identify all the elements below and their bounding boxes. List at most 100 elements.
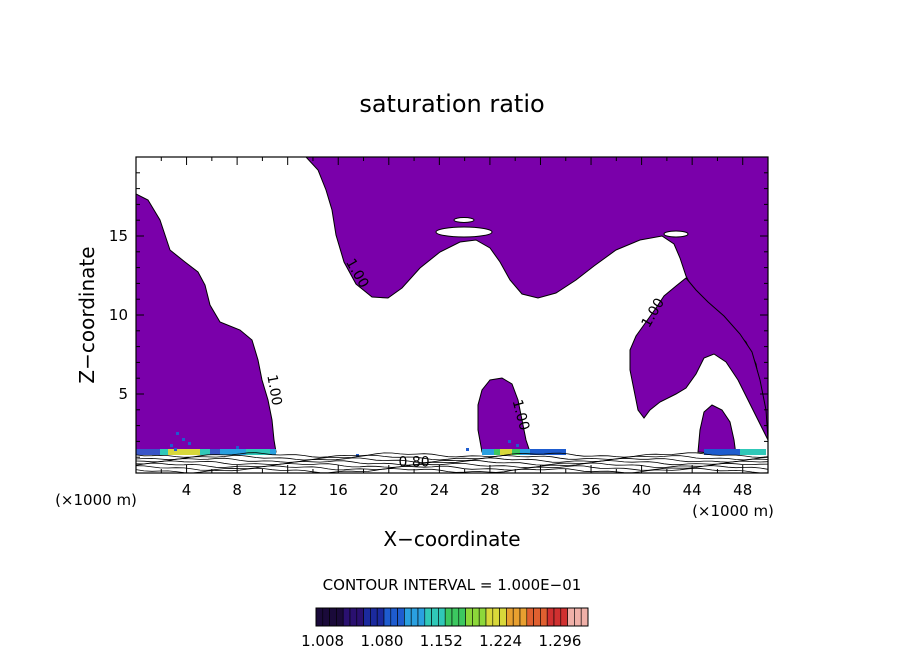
surface-band bbox=[500, 449, 512, 455]
colorbar-cell bbox=[580, 607, 589, 627]
low-level-contours bbox=[136, 452, 768, 473]
colorbar-cell bbox=[356, 607, 364, 627]
colorbar-cell bbox=[376, 607, 385, 627]
colorbar-cell bbox=[410, 607, 419, 627]
colorbar-cell bbox=[329, 607, 337, 627]
contour-label: 0.80 bbox=[398, 455, 429, 471]
subsaturated-pocket bbox=[663, 230, 689, 238]
colorbar-cell bbox=[492, 607, 500, 627]
surface-dot bbox=[508, 440, 511, 443]
low-contour-line bbox=[136, 454, 768, 461]
colorbar-cell bbox=[553, 607, 562, 627]
colorbar-cell bbox=[465, 607, 473, 627]
colorbar-cell bbox=[478, 607, 487, 627]
y-axis-label: Z−coordinate bbox=[75, 246, 99, 383]
colorbar-cell bbox=[390, 607, 398, 627]
colorbar-cell bbox=[315, 607, 324, 627]
colorbar-cell bbox=[370, 607, 378, 627]
y-tick-label: 10 bbox=[109, 306, 128, 324]
colorbar-cell bbox=[499, 607, 507, 627]
colorbar-cell bbox=[417, 607, 426, 627]
y-axis-ticks: 5 10 15 bbox=[109, 172, 768, 458]
x-tick-label: 36 bbox=[581, 481, 600, 499]
supersaturated-region-middle bbox=[477, 377, 531, 453]
x-tick-label: 20 bbox=[379, 481, 398, 499]
surface-dot bbox=[516, 444, 519, 447]
surface-band bbox=[246, 449, 270, 455]
surface-dot bbox=[176, 432, 179, 435]
colorbar-cell bbox=[546, 607, 555, 627]
colorbar-cell bbox=[540, 607, 548, 627]
surface-band bbox=[168, 449, 200, 455]
colorbar-cell bbox=[451, 607, 460, 627]
colorbar-cell bbox=[363, 607, 371, 627]
colorbar-cell bbox=[567, 607, 575, 627]
x-tick-label: 24 bbox=[430, 481, 449, 499]
subsaturated-pocket bbox=[453, 217, 475, 223]
colorbar-cell bbox=[512, 607, 521, 627]
x-tick-label: 48 bbox=[733, 481, 752, 499]
low-contour-line bbox=[136, 462, 768, 469]
x-tick-label: 40 bbox=[632, 481, 651, 499]
colorbar-cell bbox=[506, 607, 514, 627]
colorbar-cell bbox=[424, 607, 432, 627]
x-tick-label: 4 bbox=[182, 481, 192, 499]
colorbar-cell bbox=[574, 607, 582, 627]
surface-dot bbox=[188, 442, 191, 445]
colorbar-cell bbox=[336, 607, 344, 627]
contour-label: 1.00 bbox=[509, 398, 533, 432]
x-tick-label: 12 bbox=[278, 481, 297, 499]
supersaturated-region-left bbox=[136, 193, 277, 453]
z-axis-unit: (×1000 m) bbox=[55, 491, 137, 509]
x-axis-unit: (×1000 m) bbox=[692, 502, 774, 520]
x-tick-label: 16 bbox=[329, 481, 348, 499]
x-axis-ticks: 4 8 12 16 20 24 28 32 36 40 44 48 bbox=[160, 157, 752, 499]
subsaturated-pocket bbox=[435, 226, 493, 238]
supersaturated-region-right bbox=[629, 277, 768, 441]
x-axis-label: X−coordinate bbox=[383, 527, 520, 551]
colorbar-tick-label: 1.080 bbox=[360, 632, 403, 650]
surface-dot bbox=[236, 446, 239, 449]
colorbar-cell bbox=[560, 607, 568, 627]
surface-band bbox=[530, 449, 566, 455]
x-tick-label: 44 bbox=[683, 481, 702, 499]
colorbar-cell bbox=[397, 607, 405, 627]
low-contour-line bbox=[136, 460, 768, 466]
colorbar bbox=[315, 607, 589, 627]
colorbar-tick-label: 1.296 bbox=[538, 632, 581, 650]
surface-dot bbox=[170, 444, 173, 447]
surface-band bbox=[704, 449, 766, 455]
colorbar-tick-label: 1.008 bbox=[301, 632, 344, 650]
colorbar-cell bbox=[438, 607, 446, 627]
contour-label: 1.00 bbox=[263, 373, 284, 406]
surface-dot bbox=[174, 448, 177, 451]
plot-area: 1.001.001.001.000.80 4 8 12 16 20 24 28 32 36 40 4… bbox=[109, 156, 769, 499]
surface-dot bbox=[182, 438, 185, 441]
y-tick-label: 5 bbox=[118, 385, 128, 403]
colorbar-cell bbox=[472, 607, 480, 627]
colorbar-cell bbox=[519, 607, 528, 627]
colorbar-cell bbox=[383, 607, 392, 627]
y-tick-label: 15 bbox=[109, 227, 128, 245]
x-tick-label: 32 bbox=[531, 481, 550, 499]
x-tick-label: 28 bbox=[480, 481, 499, 499]
colorbar-cell bbox=[533, 607, 541, 627]
colorbar-tick-label: 1.224 bbox=[479, 632, 522, 650]
colorbar-cell bbox=[526, 607, 534, 627]
colorbar-cell bbox=[404, 607, 412, 627]
colorbar-cell bbox=[342, 607, 351, 627]
low-contour-line bbox=[136, 452, 768, 458]
x-tick-label: 8 bbox=[232, 481, 242, 499]
colorbar-cell bbox=[458, 607, 466, 627]
contour-interval: CONTOUR INTERVAL = 1.000E−01 bbox=[323, 576, 582, 594]
colorbar-cell bbox=[485, 607, 494, 627]
colorbar-cell bbox=[349, 607, 358, 627]
colorbar-cell bbox=[431, 607, 439, 627]
low-contour-line bbox=[136, 467, 768, 473]
colorbar-frame bbox=[315, 607, 589, 627]
surface-dot bbox=[466, 448, 469, 451]
colorbar-tick-labels: 1.008 1.080 1.152 1.224 1.296 bbox=[301, 632, 581, 650]
near-surface-bands bbox=[136, 432, 766, 457]
chart-title: saturation ratio bbox=[359, 90, 544, 118]
